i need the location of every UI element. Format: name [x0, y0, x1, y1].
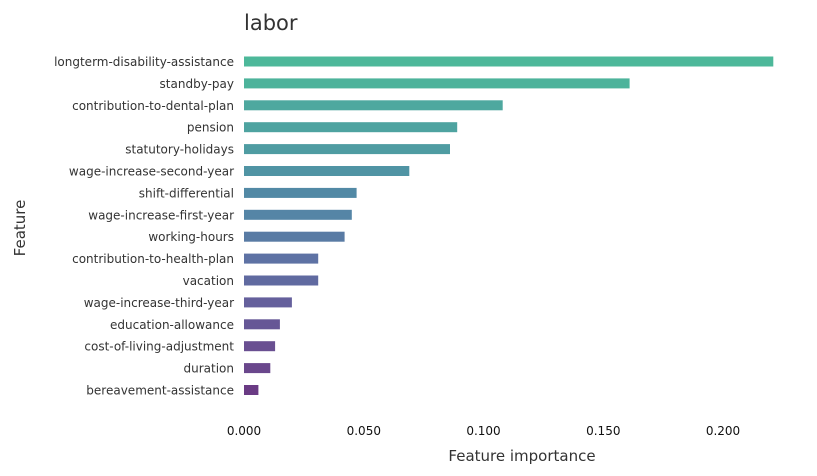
bar-pension: [244, 122, 458, 133]
x-tick-label: 0.000: [227, 424, 261, 438]
bar-education-allowance: [244, 319, 280, 330]
bars-group: [244, 56, 774, 395]
bar-contribution-to-dental-plan: [244, 100, 503, 111]
bar-contribution-to-health-plan: [244, 253, 319, 264]
x-tick-label: 0.200: [706, 424, 740, 438]
y-tick-label: pension: [187, 121, 234, 135]
y-tick-label: statutory-holidays: [125, 143, 234, 157]
x-tick-label: 0.100: [466, 424, 500, 438]
bar-bereavement-assistance: [244, 385, 259, 395]
y-axis-label: Feature: [11, 200, 29, 257]
y-tick-label: wage-increase-first-year: [88, 208, 234, 222]
y-tick-labels: longterm-disability-assistance standby-pa…: [54, 55, 234, 398]
y-tick-label: wage-increase-second-year: [69, 165, 234, 179]
y-tick-label: shift-differential: [139, 186, 234, 200]
bar-wage-increase-third-year: [244, 297, 292, 308]
bar-standby-pay: [244, 78, 630, 89]
y-tick-label: vacation: [183, 274, 234, 288]
y-tick-label: education-allowance: [110, 318, 234, 332]
bar-wage-increase-first-year: [244, 209, 352, 220]
x-tick-label: 0.050: [347, 424, 381, 438]
y-tick-label: standby-pay: [160, 77, 234, 91]
y-tick-label: bereavement-assistance: [86, 384, 234, 398]
bar-duration: [244, 363, 271, 374]
chart-title: labor: [244, 11, 298, 35]
x-tick-label: 0.150: [586, 424, 620, 438]
bar-statutory-holidays: [244, 144, 450, 155]
bar-working-hours: [244, 231, 345, 242]
y-tick-label: contribution-to-dental-plan: [72, 99, 234, 113]
y-tick-label: duration: [184, 362, 235, 376]
bar-shift-differential: [244, 187, 357, 198]
bar-vacation: [244, 275, 319, 286]
bar-cost-of-living-adjustment: [244, 341, 276, 352]
y-tick-label: working-hours: [148, 230, 234, 244]
y-tick-label: longterm-disability-assistance: [54, 55, 234, 69]
y-tick-label: wage-increase-third-year: [84, 296, 234, 310]
x-tick-labels: 0.000 0.050 0.100 0.150 0.200: [227, 424, 740, 438]
bar-longterm-disability-assistance: [244, 56, 774, 67]
y-tick-label: contribution-to-health-plan: [72, 252, 234, 266]
bar-wage-increase-second-year: [244, 166, 410, 176]
x-axis-label: Feature importance: [448, 447, 595, 465]
y-tick-label: cost-of-living-adjustment: [84, 340, 234, 354]
